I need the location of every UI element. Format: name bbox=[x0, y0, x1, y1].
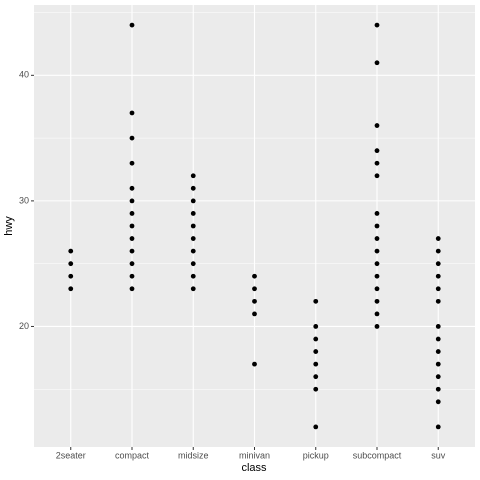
point bbox=[190, 286, 196, 292]
point bbox=[129, 261, 135, 267]
point bbox=[129, 110, 135, 116]
point bbox=[374, 148, 380, 154]
y-tick-label: 30 bbox=[19, 195, 29, 205]
point bbox=[313, 336, 319, 342]
point bbox=[435, 261, 441, 267]
point bbox=[374, 22, 380, 28]
point bbox=[435, 349, 441, 354]
point bbox=[190, 211, 196, 216]
point bbox=[252, 286, 257, 292]
point bbox=[68, 273, 74, 279]
point bbox=[129, 248, 135, 254]
x-tick-label: suv bbox=[431, 450, 446, 460]
point bbox=[435, 248, 441, 254]
x-tick-label: pickup bbox=[303, 450, 329, 460]
x-tick-label: 2seater bbox=[56, 450, 86, 460]
point bbox=[129, 135, 135, 141]
point bbox=[252, 361, 257, 367]
point bbox=[68, 261, 74, 267]
point bbox=[190, 198, 196, 204]
point bbox=[190, 248, 196, 254]
point bbox=[374, 273, 380, 279]
point bbox=[129, 160, 135, 166]
y-tick-label: 20 bbox=[19, 321, 29, 331]
point bbox=[435, 273, 441, 279]
point bbox=[313, 424, 319, 430]
point bbox=[252, 311, 257, 317]
point bbox=[374, 236, 380, 241]
point bbox=[313, 298, 319, 304]
point bbox=[435, 286, 441, 292]
point bbox=[374, 298, 380, 304]
point bbox=[129, 185, 135, 191]
point bbox=[374, 60, 380, 66]
point bbox=[435, 374, 441, 380]
point bbox=[435, 424, 441, 430]
x-axis-title: class bbox=[241, 462, 267, 474]
point bbox=[190, 261, 196, 267]
point bbox=[374, 223, 380, 229]
point bbox=[374, 324, 380, 329]
point bbox=[374, 286, 380, 292]
point bbox=[374, 160, 380, 166]
x-tick-label: compact bbox=[115, 450, 150, 460]
point bbox=[129, 273, 135, 279]
point bbox=[435, 336, 441, 342]
point bbox=[129, 22, 135, 28]
point bbox=[374, 211, 380, 216]
point bbox=[68, 286, 74, 292]
point bbox=[190, 273, 196, 279]
point bbox=[435, 399, 441, 405]
x-tick-label: midsize bbox=[178, 450, 209, 460]
point bbox=[129, 211, 135, 216]
point bbox=[313, 361, 319, 367]
point bbox=[313, 324, 319, 329]
point bbox=[374, 311, 380, 317]
x-tick-label: subcompact bbox=[353, 450, 402, 460]
point bbox=[129, 286, 135, 292]
point bbox=[190, 173, 196, 179]
x-tick-label: minivan bbox=[239, 450, 270, 460]
point bbox=[190, 223, 196, 229]
point bbox=[374, 248, 380, 254]
point bbox=[252, 273, 257, 279]
point bbox=[374, 123, 380, 128]
point bbox=[374, 261, 380, 267]
point bbox=[435, 361, 441, 367]
y-axis-title: hwy bbox=[3, 216, 15, 236]
point bbox=[190, 236, 196, 241]
point bbox=[435, 324, 441, 329]
point bbox=[435, 386, 441, 392]
point bbox=[313, 374, 319, 380]
point bbox=[68, 248, 74, 254]
point bbox=[190, 185, 196, 191]
y-tick-label: 40 bbox=[19, 70, 29, 80]
point bbox=[129, 198, 135, 204]
point bbox=[129, 223, 135, 229]
point bbox=[252, 298, 257, 304]
point bbox=[374, 173, 380, 179]
point bbox=[435, 298, 441, 304]
point bbox=[313, 349, 319, 354]
point bbox=[435, 236, 441, 241]
point bbox=[129, 236, 135, 241]
point bbox=[313, 386, 319, 392]
